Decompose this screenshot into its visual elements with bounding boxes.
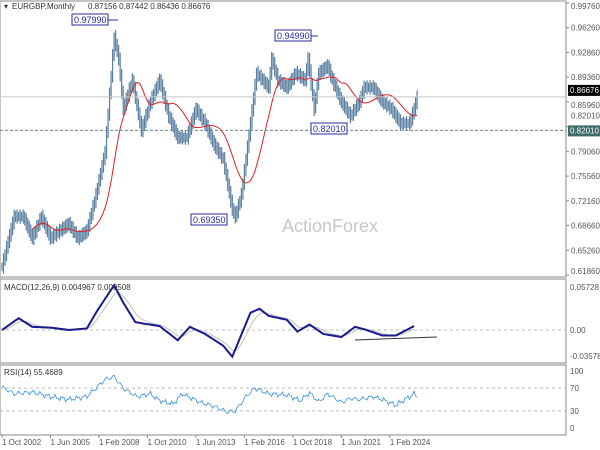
- dropdown-arrow-icon[interactable]: ▾: [4, 2, 8, 11]
- watermark: ActionForex: [282, 216, 378, 236]
- current-price-tag-label: 0.86676: [570, 86, 599, 95]
- y-tick-label: 0.68660: [571, 222, 600, 231]
- macd-tick-label: -0.035783: [570, 352, 600, 361]
- macd-tick-label: 0.05728: [570, 283, 599, 292]
- rsi-tick-label: 100: [570, 367, 584, 376]
- macd-pane: [0, 278, 567, 364]
- y-tick-label: 0.61860: [571, 267, 600, 276]
- x-tick-label: 1 Oct 2018: [293, 438, 333, 447]
- macd-tick-label: 0.00: [570, 326, 586, 335]
- x-tick-label: 1 Feb 2008: [99, 438, 140, 447]
- support-price-tag: [568, 125, 600, 137]
- y-tick-label: 0.65260: [571, 246, 600, 255]
- symbol-label: EURGBP,Monthly: [12, 2, 75, 11]
- x-tick-label: 1 Feb 2024: [390, 438, 431, 447]
- y-tick-label: 0.79060: [571, 147, 600, 156]
- x-tick-label: 1 Jun 2005: [50, 438, 90, 447]
- rsi-pane: [0, 364, 567, 436]
- y-tick-label: 0.72160: [571, 197, 600, 206]
- support-price-tag-label: 0.82010: [570, 126, 599, 135]
- moving-average-line: [31, 76, 418, 233]
- macd-line: [1, 283, 415, 359]
- y-tick-label: 0.82010: [571, 112, 600, 121]
- y-tick-label: 0.85960: [571, 101, 600, 110]
- price-annotation: 0.82010: [313, 124, 346, 134]
- rsi-tick-label: 0: [570, 424, 575, 433]
- x-tick-label: 1 Oct 2002: [2, 438, 42, 447]
- macd-signal-line: [1, 292, 415, 352]
- rsi-line: [1, 374, 418, 415]
- y-tick-label: 0.92860: [571, 48, 600, 57]
- price-annotation: 0.69350: [193, 215, 226, 225]
- y-tick-label: 0.75560: [571, 172, 600, 181]
- y-tick-label: 0.96260: [571, 24, 600, 33]
- current-price-tag: [568, 84, 600, 96]
- y-tick-label: 0.89360: [571, 73, 600, 82]
- x-tick-label: 1 Jun 2013: [196, 438, 236, 447]
- y-tick-label: 0.99760: [571, 2, 600, 11]
- macd-title: MACD(12,26,9) 0.004967 0.000508: [4, 283, 131, 292]
- price-annotation-box: [310, 122, 348, 135]
- price-annotation: 0.94990: [277, 31, 310, 41]
- rsi-tick-label: 30: [570, 407, 579, 416]
- macd-trendline: [354, 336, 438, 341]
- x-tick-label: 1 Jun 2021: [341, 438, 381, 447]
- x-tick-label: 1 Oct 2010: [147, 438, 187, 447]
- price-annotation: 0.97990: [74, 15, 107, 25]
- main-pane: [0, 0, 567, 278]
- ohlc-readout: 0.87156 0.87442 0.86436 0.86676: [88, 2, 211, 11]
- x-tick-label: 1 Feb 2016: [244, 438, 285, 447]
- rsi-title: RSI(14) 55.4689: [4, 368, 63, 377]
- price-annotation-box: [190, 213, 228, 226]
- rsi-tick-label: 70: [570, 384, 579, 393]
